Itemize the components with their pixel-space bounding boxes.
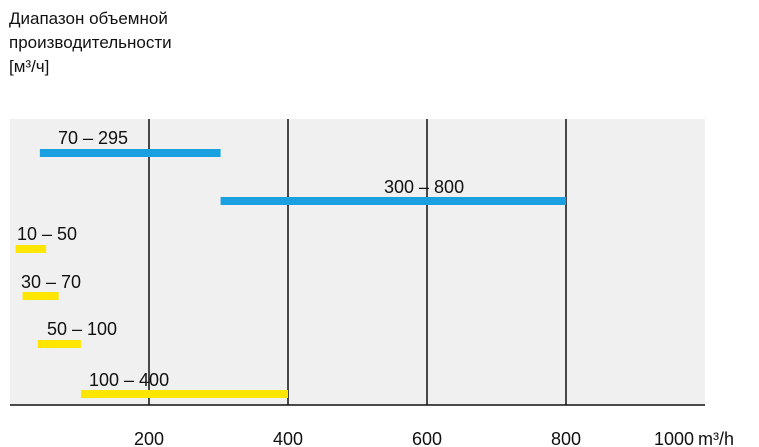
range-bar-1 xyxy=(39,149,221,157)
range-label-6: 100 – 400 xyxy=(89,370,169,390)
range-bar-5 xyxy=(37,340,81,348)
chart-title-line-2: производительности xyxy=(9,33,172,52)
plot-background xyxy=(10,119,705,405)
grid-lines xyxy=(148,119,567,405)
range-bar-2 xyxy=(220,197,566,205)
x-unit-label: m³/h xyxy=(698,429,734,447)
x-tick-label-1000: 1000 xyxy=(654,429,694,447)
chart-title-line-1: Диапазон объемной xyxy=(9,9,168,28)
range-label-2: 300 – 800 xyxy=(384,177,464,197)
x-tick-label-800: 800 xyxy=(551,429,581,447)
x-tick-label-600: 600 xyxy=(412,429,442,447)
range-bar-3 xyxy=(15,245,47,253)
range-label-3: 10 – 50 xyxy=(17,224,77,244)
chart-title: Диапазон объемной производительности [м³… xyxy=(9,7,329,79)
x-tick-label-400: 400 xyxy=(273,429,303,447)
range-bar-4 xyxy=(22,292,59,300)
range-label-1: 70 – 295 xyxy=(58,128,128,148)
chart-title-line-3: [м³/ч] xyxy=(9,57,50,76)
bars xyxy=(15,149,566,398)
range-label-4: 30 – 70 xyxy=(21,272,81,292)
x-tick-labels: 200 400 600 800 1000 xyxy=(134,429,694,447)
range-label-5: 50 – 100 xyxy=(47,319,117,339)
bar-labels: 70 – 295 300 – 800 10 – 50 30 – 70 50 – 100 1… xyxy=(17,128,464,390)
x-tick-label-200: 200 xyxy=(134,429,164,447)
range-bar-6 xyxy=(80,390,288,398)
